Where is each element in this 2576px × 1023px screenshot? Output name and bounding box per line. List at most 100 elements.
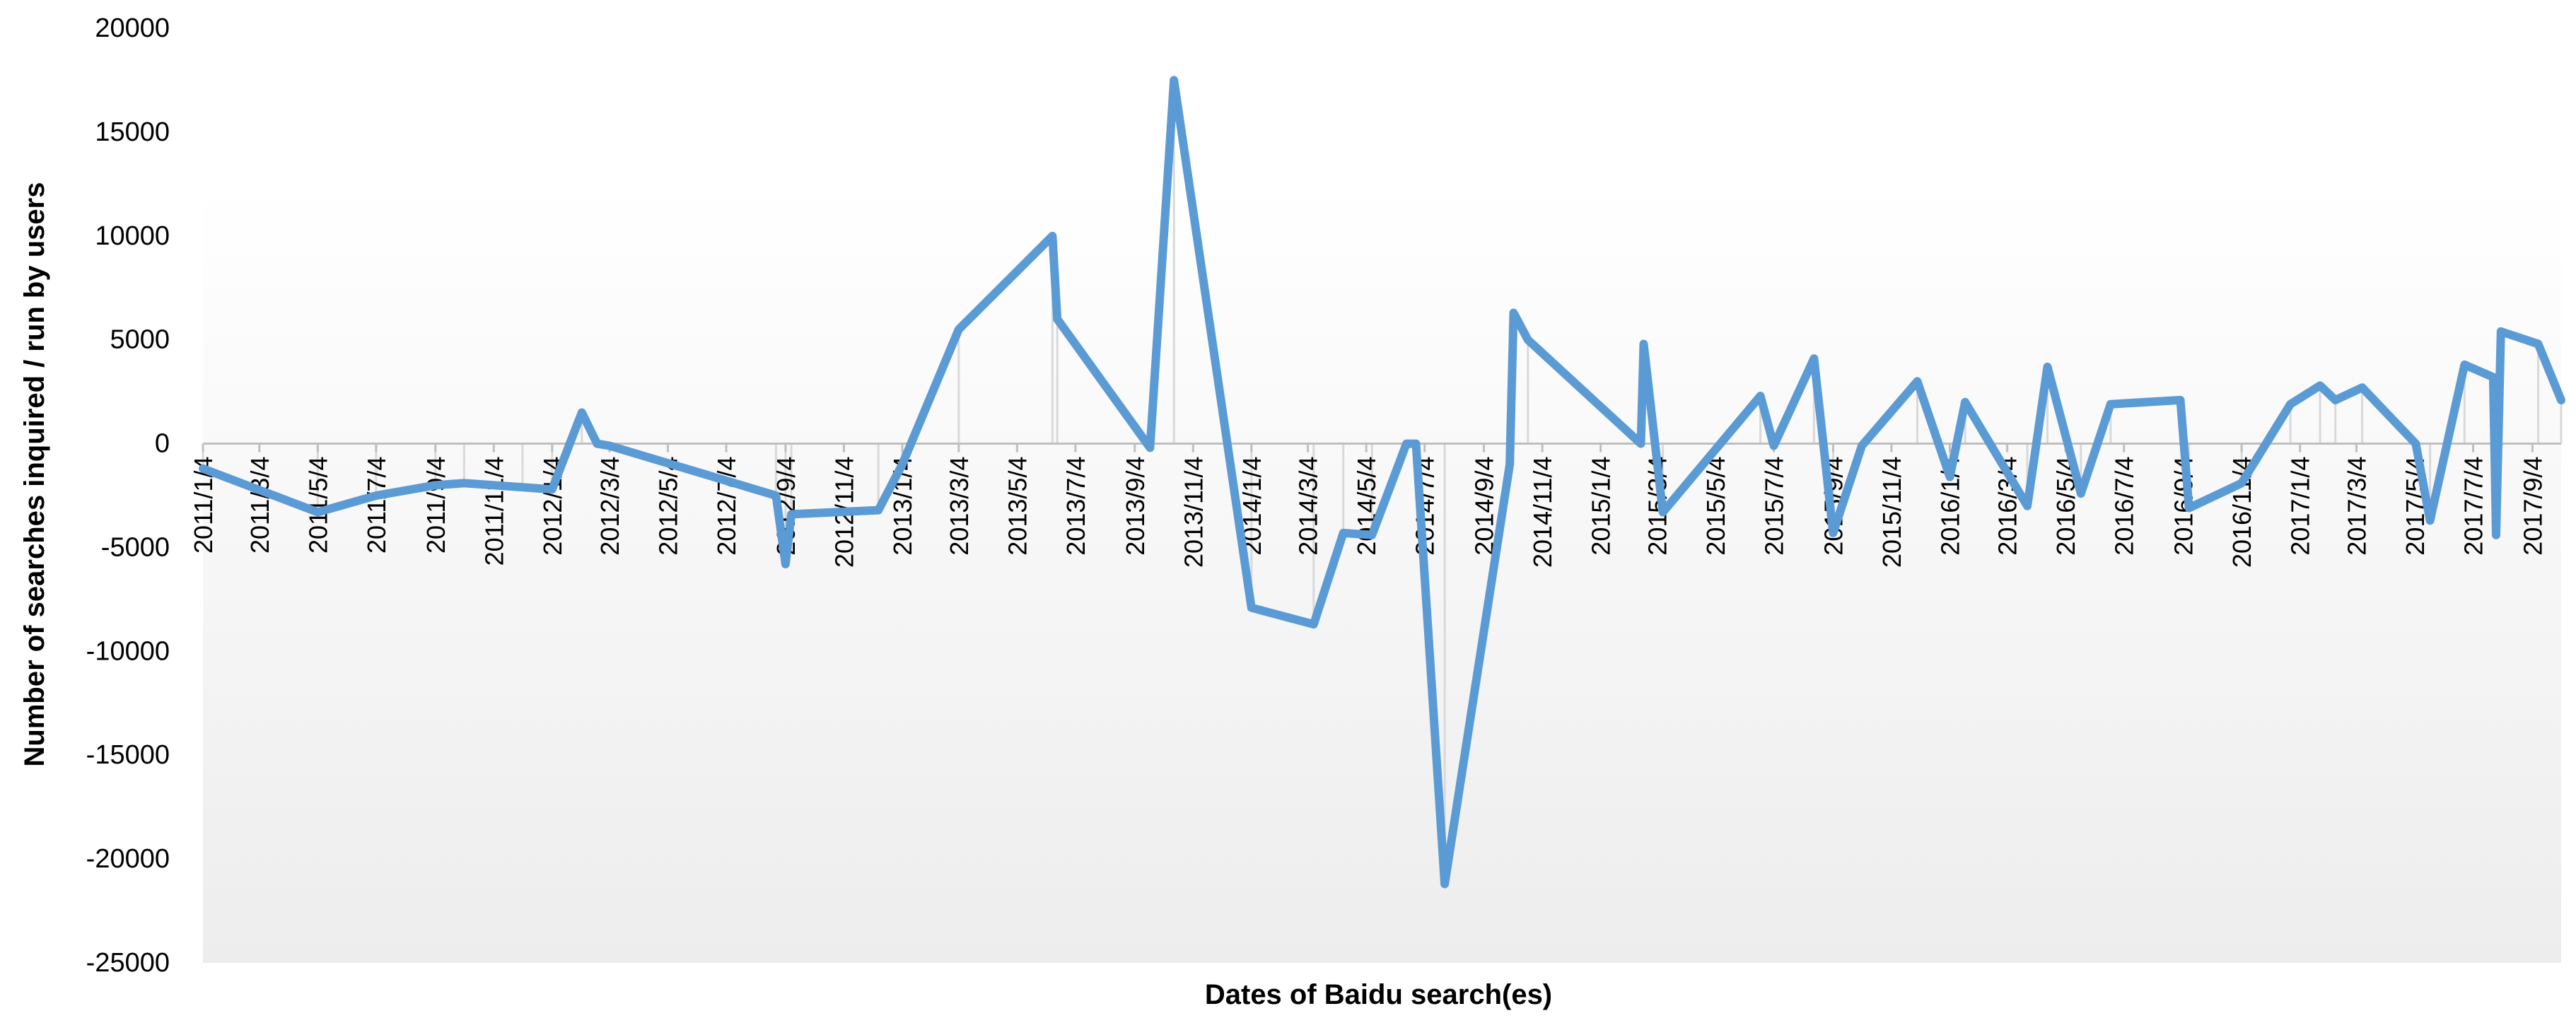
y-tick-label: 0 (155, 429, 170, 459)
data-point (548, 485, 556, 493)
data-point (787, 510, 795, 518)
data-point (1945, 473, 1954, 481)
data-point (2557, 396, 2565, 404)
data-point (2185, 504, 2193, 513)
data-point (1339, 529, 1348, 537)
y-tick-label: 5000 (110, 325, 170, 355)
data-point (1636, 440, 1645, 448)
data-point (2411, 440, 2420, 448)
x-tick-label: 2014/11/4 (1528, 457, 1557, 568)
y-tick-label: -5000 (101, 532, 170, 562)
y-tick-label: -25000 (86, 948, 170, 978)
data-point (2492, 531, 2500, 539)
data-point (1524, 336, 1532, 344)
x-tick-label: 2017/9/4 (2518, 457, 2547, 556)
data-point (1913, 377, 1921, 385)
plot-area-background (203, 186, 2561, 963)
data-point (1858, 441, 1866, 450)
data-point (898, 460, 907, 469)
data-point (199, 464, 207, 473)
data-point (1770, 441, 1778, 450)
x-axis-title: Dates of Baidu search(es) (1205, 979, 1552, 1010)
data-point (2426, 516, 2435, 525)
y-tick-label: -15000 (86, 740, 170, 770)
x-tick-label: 2011/3/4 (245, 457, 274, 554)
data-point (1505, 460, 1514, 469)
data-point (874, 506, 882, 515)
data-point (1146, 443, 1154, 452)
data-point (771, 491, 780, 500)
y-axis: 20000 15000 10000 5000 0 -5000 -10000 -15000 -20… (86, 13, 170, 978)
y-tick-label: -10000 (86, 636, 170, 666)
x-tick-label: 2012/3/4 (595, 457, 624, 556)
x-axis: 2011/1/4 2011/3/4 2011/5/4 2011/7/4 2011/9/4… (189, 443, 2561, 568)
x-tick-label: 2013/3/4 (945, 457, 974, 556)
data-point (955, 325, 963, 334)
x-tick-label: 2012/5/4 (654, 457, 683, 556)
y-tick-label: -20000 (86, 844, 170, 874)
data-point (1640, 340, 1648, 349)
data-point (1659, 508, 1667, 517)
data-point (1961, 398, 1969, 407)
data-point (2237, 479, 2246, 487)
y-tick-label: 10000 (95, 221, 170, 251)
data-point (2043, 363, 2051, 371)
data-point (1829, 529, 1837, 537)
data-point (2331, 396, 2340, 404)
data-point (2460, 361, 2469, 369)
data-point (518, 483, 527, 491)
data-point (460, 479, 468, 487)
x-tick-label: 2011/9/4 (421, 457, 450, 554)
x-tick-label: 2013/5/4 (1003, 457, 1032, 556)
x-tick-label: 2013/11/4 (1179, 457, 1208, 568)
data-point (2286, 400, 2295, 409)
data-point (605, 441, 614, 450)
y-tick-label: 15000 (95, 117, 170, 147)
data-point (2106, 400, 2115, 409)
data-point (431, 481, 440, 489)
x-tick-label: 2015/5/4 (1701, 457, 1730, 556)
x-tick-label: 2011/7/4 (362, 457, 391, 554)
x-tick-label: 2014/5/4 (1352, 457, 1381, 556)
x-tick-label: 2012/7/4 (712, 457, 741, 556)
x-tick-label: 2014/3/4 (1294, 457, 1323, 556)
data-point (2358, 383, 2367, 392)
data-point (1402, 440, 1411, 448)
data-point (1412, 440, 1421, 448)
data-point (2534, 340, 2543, 349)
data-point (2489, 373, 2498, 382)
data-point (372, 491, 380, 500)
x-tick-label: 2013/1/4 (888, 457, 917, 556)
data-point (313, 508, 322, 517)
data-point (1809, 354, 1818, 363)
data-point (1053, 315, 1061, 323)
x-tick-label: 2013/9/4 (1121, 457, 1150, 556)
data-point (1170, 76, 1178, 84)
x-tick-label: 2017/7/4 (2459, 457, 2488, 556)
data-point (1310, 620, 1318, 629)
series-line (199, 76, 2565, 889)
data-point (2077, 489, 2085, 498)
data-point (2316, 381, 2324, 390)
data-point (1048, 232, 1056, 240)
x-tick-label: 2015/11/4 (1877, 457, 1906, 568)
x-tick-label: 2011/11/4 (479, 457, 508, 566)
data-point (781, 560, 790, 568)
y-tick-label: 20000 (95, 13, 170, 43)
x-tick-label: 2017/3/4 (2342, 457, 2371, 556)
y-axis-title: Number of searches inquired / run by use… (19, 182, 50, 767)
x-tick-label: 2017/1/4 (2286, 457, 2315, 556)
data-point (1510, 308, 1518, 317)
data-point (2023, 502, 2032, 510)
data-point (1440, 879, 1449, 888)
x-tick-label: 2015/1/4 (1587, 457, 1616, 556)
data-point (2497, 327, 2505, 336)
data-point (1368, 531, 1376, 539)
x-tick-label: 2013/7/4 (1061, 457, 1090, 556)
data-point (593, 440, 601, 448)
data-point (1756, 392, 1765, 400)
data-point (578, 408, 586, 416)
x-tick-label: 2015/7/4 (1760, 457, 1789, 556)
